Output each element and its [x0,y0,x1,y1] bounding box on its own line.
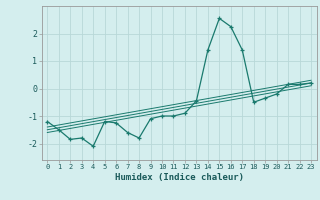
X-axis label: Humidex (Indice chaleur): Humidex (Indice chaleur) [115,173,244,182]
